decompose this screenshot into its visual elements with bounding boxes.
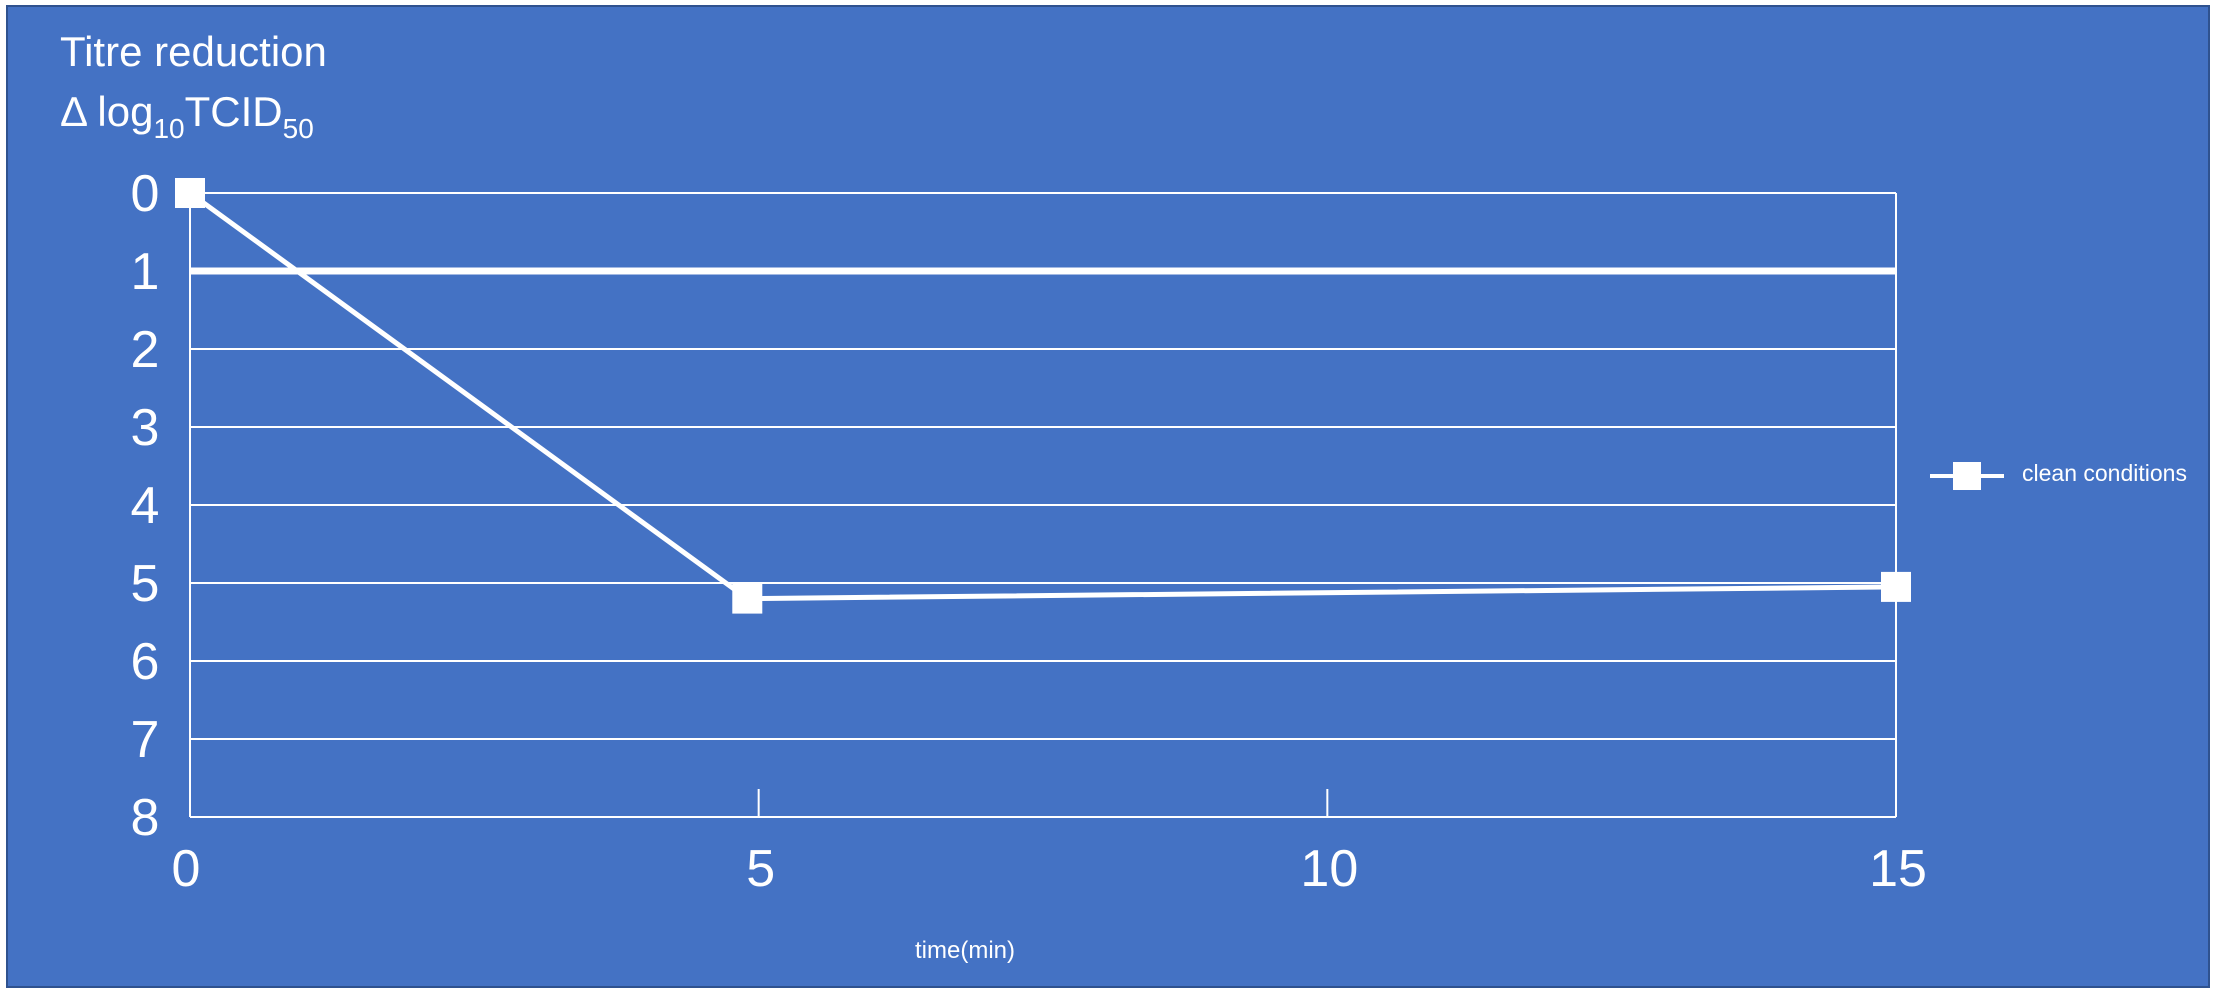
y-axis-title-line2: Δ log10TCID50 [60, 88, 314, 144]
data-point-marker [175, 178, 205, 208]
y-tick-label: 7 [131, 711, 160, 769]
y-axis-title-line1: Titre reduction [60, 28, 327, 75]
x-tick-label: 5 [746, 840, 775, 898]
y-tick-label: 1 [131, 243, 160, 301]
x-tick-label: 10 [1300, 840, 1358, 898]
y-axis-title-sub1: 10 [153, 113, 184, 144]
legend-square-marker [1953, 462, 1981, 490]
y-axis-title-prefix: Δ log [60, 88, 153, 135]
x-tick-label: 0 [172, 840, 201, 898]
y-tick-label: 0 [131, 165, 160, 223]
series-line [188, 190, 1897, 602]
grid-layer [190, 192, 1896, 818]
y-tick-label: 6 [131, 633, 160, 691]
legend: clean conditions [1930, 460, 2187, 490]
y-tick-label: 8 [131, 789, 160, 847]
data-point-marker [1881, 571, 1911, 602]
legend-label-clean-conditions: clean conditions [2022, 460, 2187, 486]
chart-background [6, 5, 2210, 988]
y-tick-label: 3 [131, 399, 160, 457]
y-axis-title-sub2: 50 [283, 113, 314, 144]
y-tick-label: 2 [131, 321, 160, 379]
data-point-marker [732, 583, 763, 614]
y-tick-label: 5 [131, 555, 160, 613]
y-tick-label: 4 [131, 477, 160, 535]
x-axis-title: time(min) [915, 937, 1015, 964]
y-axis-title-mid: TCID [185, 88, 283, 135]
x-tick-label: 15 [1869, 840, 1927, 898]
series-layer [175, 178, 1911, 614]
